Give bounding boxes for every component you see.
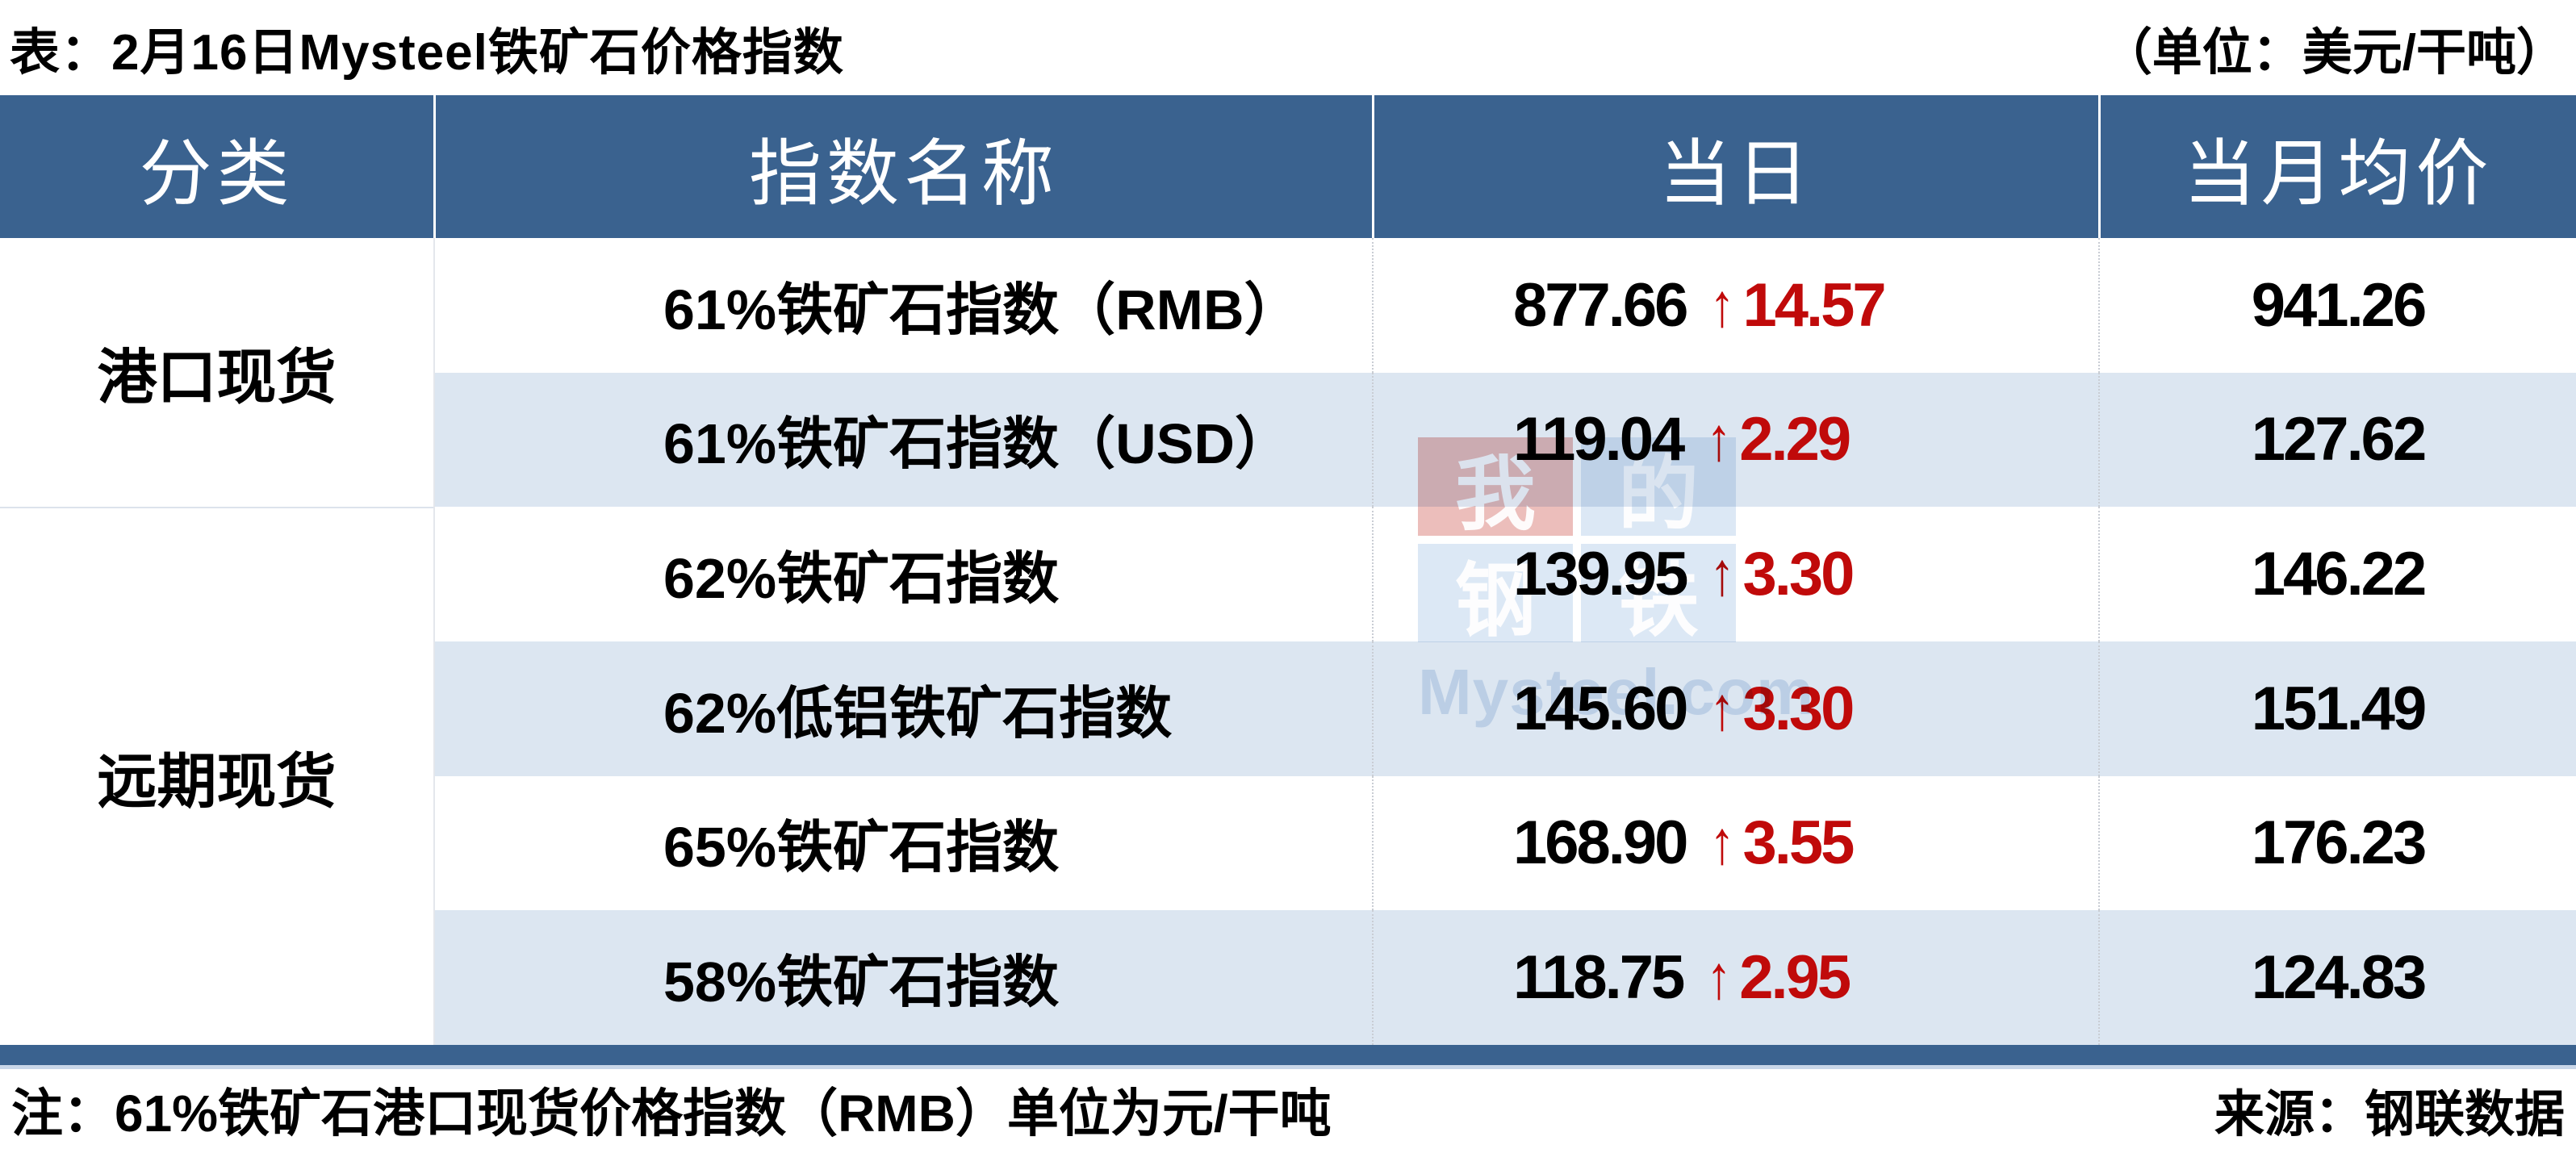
daily-value-cell: 119.04 ↑ 2.29 [1372,372,2098,508]
col-header-month-avg: 当月均价 [2098,95,2576,238]
daily-change: 3.55 [1742,808,1855,878]
title-bar: 表：2月16日Mysteel铁矿石价格指数 （单位：美元/干吨） [0,0,2576,95]
footnote: 注：61%铁矿石港口现货价格指数（RMB）单位为元/干吨 [11,1084,1332,1143]
month-avg-cell: 146.22 [2098,507,2576,641]
daily-value-cell: 168.90 ↑ 3.55 [1372,775,2098,911]
index-name-cell: 62%铁矿石指数 [433,507,1372,641]
up-arrow-icon: ↑ [1706,943,1732,1013]
month-avg-cell: 124.83 [2098,910,2576,1045]
daily-value-cell: 118.75 ↑ 2.95 [1372,910,2098,1045]
daily-value: 877.66 [1513,270,1688,340]
footer: 注：61%铁矿石港口现货价格指数（RMB）单位为元/干吨 来源：钢联数据 [0,1070,2576,1149]
month-avg-cell: 151.49 [2098,641,2576,776]
month-avg-cell: 176.23 [2098,775,2576,911]
month-avg-cell: 127.62 [2098,372,2576,508]
daily-value: 145.60 [1513,674,1688,743]
price-index-table: 分类 指数名称 当日 当月均价 港口现货 远期现货 61%铁矿石指数（RMB） … [0,95,2576,1045]
daily-value: 168.90 [1513,808,1688,878]
index-name-cell: 62%低铝铁矿石指数 [433,641,1372,776]
up-arrow-icon: ↑ [1709,540,1736,609]
daily-change: 3.30 [1742,674,1855,743]
up-arrow-icon: ↑ [1706,405,1732,474]
category-cell-port-spot: 港口现货 [0,238,433,508]
index-name-cell: 65%铁矿石指数 [433,775,1372,911]
up-arrow-icon: ↑ [1709,674,1736,743]
index-name-cell: 61%铁矿石指数（RMB） [433,238,1372,373]
daily-value-cell: 877.66 ↑ 14.57 [1372,238,2098,373]
up-arrow-icon: ↑ [1709,808,1736,878]
daily-change: 14.57 [1742,270,1886,340]
daily-value: 118.75 [1513,943,1685,1013]
page-title: 表：2月16日Mysteel铁矿石价格指数 [10,25,844,81]
daily-change: 2.29 [1739,405,1851,474]
daily-change: 3.30 [1742,540,1855,609]
footer-bar-accent [0,1065,2576,1069]
unit-label: （单位：美元/干吨） [2101,25,2566,81]
daily-value: 139.95 [1513,540,1688,609]
data-source: 来源：钢联数据 [2214,1087,2565,1143]
category-cell-forward-spot: 远期现货 [0,507,433,1045]
daily-value: 119.04 [1513,405,1685,474]
daily-value-cell: 139.95 ↑ 3.30 [1372,507,2098,641]
daily-change: 2.95 [1739,943,1851,1013]
month-avg-cell: 941.26 [2098,238,2576,373]
index-name-cell: 58%铁矿石指数 [433,910,1372,1045]
footer-bar [0,1045,2576,1065]
col-header-daily: 当日 [1372,95,2098,238]
up-arrow-icon: ↑ [1709,270,1736,340]
col-header-category: 分类 [0,95,433,238]
col-header-index-name: 指数名称 [433,95,1372,238]
daily-value-cell: 145.60 ↑ 3.30 [1372,641,2098,776]
index-name-cell: 61%铁矿石指数（USD） [433,372,1372,508]
